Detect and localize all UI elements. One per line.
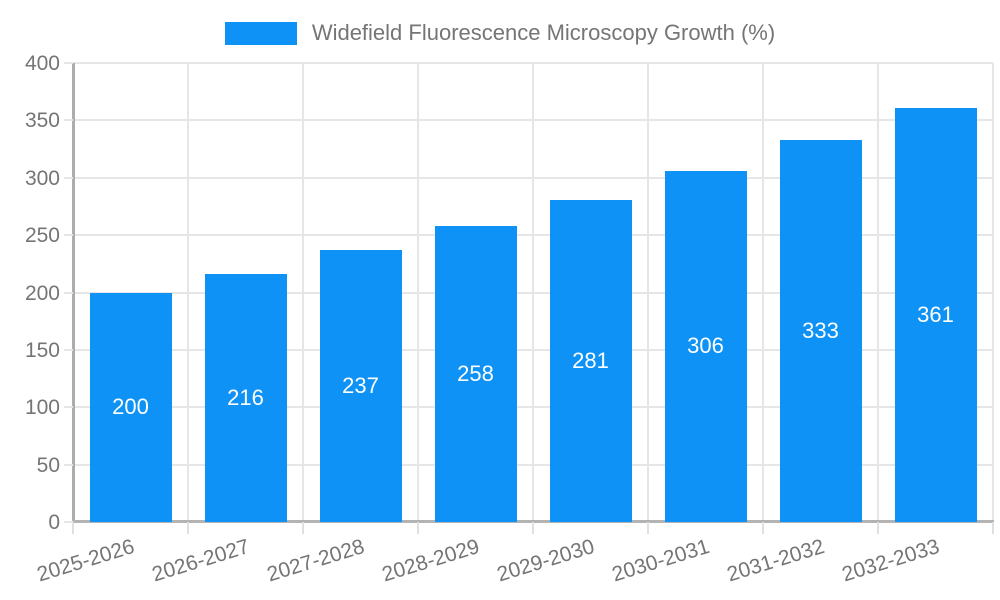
x-tick-label: 2032-2033 — [839, 535, 943, 587]
x-axis-line — [72, 520, 994, 523]
y-tick-label: 400 — [24, 52, 60, 75]
y-tick-label: 50 — [36, 453, 60, 477]
gridline-vertical — [992, 63, 994, 522]
bar-value-label: 216 — [227, 385, 264, 411]
plot-area: 200 216 237 258 281 306 333 361 — [64, 62, 994, 534]
y-axis-tick — [64, 291, 73, 294]
y-axis-tick — [64, 521, 73, 523]
bar-value-label: 361 — [917, 301, 954, 327]
x-tick-label: 2031-2032 — [724, 535, 828, 587]
x-tick-label: 2027-2028 — [264, 535, 368, 587]
y-axis-tick — [64, 119, 73, 122]
gridline-vertical — [532, 63, 534, 522]
x-axis-tick — [647, 522, 649, 534]
x-tick-label: 2030-2031 — [609, 535, 713, 587]
bar-value-label: 281 — [572, 347, 609, 373]
x-tick-label: 2025-2026 — [34, 535, 138, 587]
bar-value-label: 200 — [112, 394, 149, 420]
y-axis-tick — [64, 463, 73, 466]
y-tick-label: 0 — [48, 511, 60, 534]
bar-2026-2027[interactable]: 216 — [204, 274, 287, 522]
bar-2025-2026[interactable]: 200 — [89, 292, 172, 522]
y-axis-tick — [64, 406, 73, 409]
gridline-vertical — [762, 63, 764, 522]
bar-2031-2032[interactable]: 333 — [779, 139, 862, 522]
gridline-vertical — [417, 63, 419, 522]
bar-value-label: 333 — [802, 317, 839, 343]
x-axis-tick — [877, 522, 879, 534]
bar-value-label: 258 — [457, 360, 494, 386]
x-axis-tick — [762, 522, 764, 534]
x-tick-label: 2028-2029 — [379, 535, 483, 587]
bar-2028-2029[interactable]: 258 — [434, 225, 517, 522]
gridline-vertical — [877, 63, 879, 522]
x-axis-tick — [72, 522, 74, 534]
legend-label: Widefield Fluorescence Microscopy Growth… — [311, 20, 776, 45]
y-axis-tick — [64, 176, 73, 179]
x-axis-tick — [532, 522, 534, 534]
x-axis-tick — [417, 522, 419, 534]
y-axis-line — [72, 63, 75, 522]
y-tick-label: 350 — [24, 109, 60, 133]
gridline-vertical — [187, 63, 189, 522]
bar-2029-2030[interactable]: 281 — [549, 199, 632, 522]
x-tick-label: 2026-2027 — [149, 535, 253, 587]
y-tick-label: 200 — [24, 281, 60, 305]
x-tick-label: 2029-2030 — [494, 535, 598, 587]
gridline-vertical — [302, 63, 304, 522]
x-axis-tick — [187, 522, 189, 534]
y-tick-label: 100 — [24, 396, 60, 420]
y-tick-label: 150 — [24, 338, 60, 362]
bar-value-label: 306 — [687, 333, 724, 359]
y-axis-tick — [64, 234, 73, 237]
y-tick-label: 300 — [24, 166, 60, 190]
x-axis-tick — [992, 522, 994, 534]
y-axis-tick — [64, 62, 73, 64]
bar-2030-2031[interactable]: 306 — [664, 170, 747, 522]
chart-legend-item[interactable]: Widefield Fluorescence Microscopy Growth… — [0, 20, 1000, 46]
bar-value-label: 237 — [342, 373, 379, 399]
gridline-vertical — [647, 63, 649, 522]
legend-swatch — [224, 21, 297, 45]
bar-2027-2028[interactable]: 237 — [319, 250, 402, 522]
x-axis-tick — [302, 522, 304, 534]
bar-2032-2033[interactable]: 361 — [894, 107, 977, 522]
y-tick-label: 250 — [24, 224, 60, 248]
y-axis-tick — [64, 348, 73, 351]
